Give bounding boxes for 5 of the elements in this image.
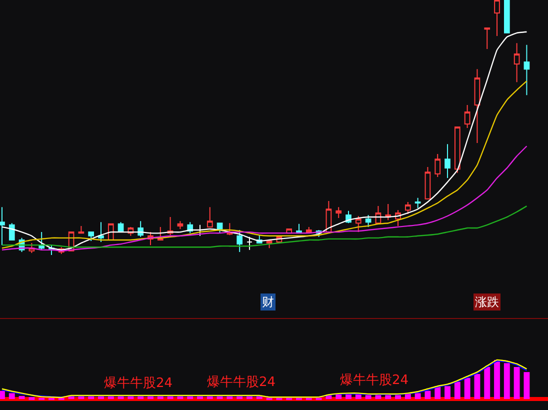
annotation: 爆牛牛股24	[340, 373, 409, 388]
text: 财	[262, 295, 274, 309]
annotation: 爆牛牛股24	[207, 375, 276, 390]
annotation: 爆牛牛股24	[104, 376, 173, 391]
text: 涨跌	[475, 295, 499, 309]
